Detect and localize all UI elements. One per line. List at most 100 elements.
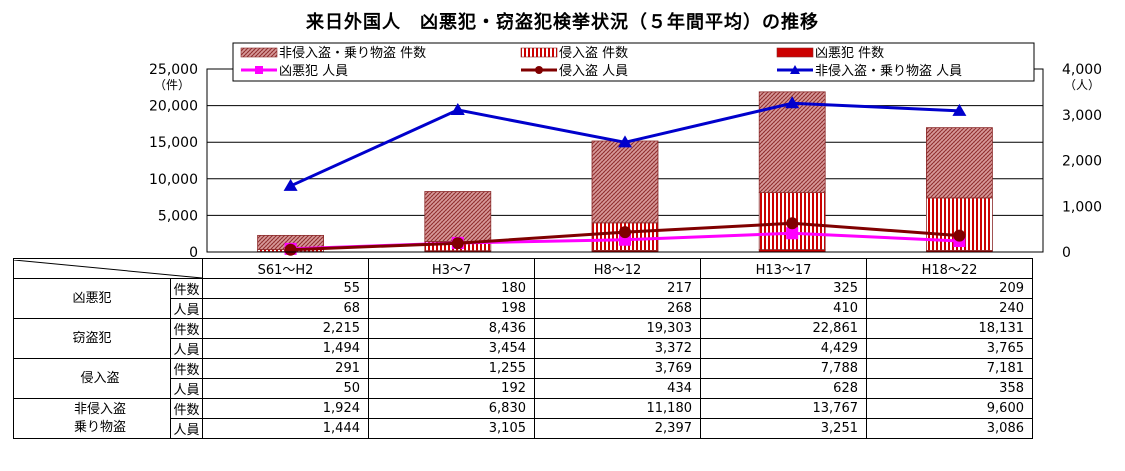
table-cell: 198 <box>368 298 535 319</box>
legend-swatch <box>776 47 814 58</box>
y-left-tick-label: 20,000 <box>149 99 198 115</box>
col-header: H3～7 <box>368 258 535 279</box>
table-cell: 3,769 <box>534 358 701 379</box>
row-sub-label: 件数 <box>170 278 203 299</box>
table-cell: 268 <box>534 298 701 319</box>
row-group-label: 侵入盗 <box>13 358 171 399</box>
y-left-tick-label: 0 <box>189 245 198 258</box>
table-cell: 7,788 <box>700 358 867 379</box>
data-point <box>283 178 298 191</box>
table-cell: 1,255 <box>368 358 535 379</box>
table-cell: 68 <box>202 298 369 319</box>
data-point <box>284 243 297 256</box>
chart: 25,000 20,000 15,000 10,000 5,000 0 （件） 4,000 3,… <box>149 42 1102 258</box>
legend-marker <box>255 66 263 74</box>
col-header: S61～H2 <box>202 258 369 279</box>
table-cell: 434 <box>534 378 701 399</box>
y-right-tick-label: 3,000 <box>1062 108 1102 124</box>
table-row: 凶悪犯 件数 55 180 217 325 209 <box>13 278 1033 319</box>
table-cell: 8,436 <box>368 318 535 339</box>
table-cell: 1,924 <box>202 398 369 419</box>
bars <box>257 91 993 253</box>
table-cell: 3,454 <box>368 338 535 359</box>
y-left-tick-label: 25,000 <box>149 62 198 78</box>
y-left-tick-label: 15,000 <box>149 135 198 151</box>
table-cell: 13,767 <box>700 398 867 419</box>
table-cell: 217 <box>534 278 701 299</box>
data-point <box>619 226 631 239</box>
legend-label: 侵入盗 人員 <box>559 63 628 79</box>
table-cell: 3,251 <box>700 418 867 439</box>
table-header-row: S61～H2 H3～7 H8～12 H13～17 H18～22 <box>13 258 1033 279</box>
y-right-tick-label: 0 <box>1062 245 1071 258</box>
legend-box <box>232 42 1035 82</box>
table-cell: 19,303 <box>534 318 701 339</box>
data-point <box>953 229 966 242</box>
legend-label: 凶悪犯 人員 <box>279 64 348 79</box>
row-sub-label: 人員 <box>170 298 203 319</box>
table-cell: 1,494 <box>202 338 369 359</box>
table-cell: 291 <box>202 358 369 379</box>
bar-segment <box>591 140 659 224</box>
table-cell: 1,444 <box>202 418 369 439</box>
row-sub-label: 件数 <box>170 358 203 379</box>
col-header: H18～22 <box>866 258 1033 279</box>
table-cell: 2,215 <box>202 318 369 339</box>
legend-label: 凶悪犯 件数 <box>815 46 884 61</box>
table-cell: 192 <box>368 378 535 399</box>
table-cell: 9,600 <box>866 398 1033 419</box>
lines <box>283 96 967 256</box>
table-cell: 325 <box>700 278 867 299</box>
data-point <box>451 237 464 250</box>
y-right-unit: （人） <box>1064 78 1100 92</box>
table-cell: 22,861 <box>700 318 867 339</box>
row-group-label: 窃盗犯 <box>13 318 171 359</box>
data-point <box>450 102 465 115</box>
col-header: H8～12 <box>534 258 701 279</box>
row-sub-label: 人員 <box>170 418 203 439</box>
table-row: 窃盗犯 件数 2,215 8,436 19,303 22,861 18,131 <box>13 318 1033 359</box>
corner-diagonal <box>14 259 202 278</box>
table-cell: 11,180 <box>534 398 701 419</box>
table-cell: 18,131 <box>866 318 1033 339</box>
y-left-unit: （件） <box>154 78 190 92</box>
row-sub-label: 人員 <box>170 378 203 399</box>
table-row: 非侵入盗 乗り物盗 件数 1,924 6,830 11,180 13,767 9,600 <box>13 398 1033 439</box>
table-corner <box>13 258 203 279</box>
table-cell: 2,397 <box>534 418 701 439</box>
table-cell: 6,830 <box>368 398 535 419</box>
row-group-label: 非侵入盗 乗り物盗 <box>13 398 171 439</box>
table-cell: 3,765 <box>866 338 1033 359</box>
data-point <box>786 227 799 240</box>
legend-marker <box>535 66 543 74</box>
legend-swatch <box>520 47 558 58</box>
table-cell: 180 <box>368 278 535 299</box>
bar-segment <box>926 127 993 199</box>
y-right-tick-label: 2,000 <box>1062 154 1102 170</box>
data-point <box>952 103 967 116</box>
table-cell: 628 <box>700 378 867 399</box>
legend-label: 非侵入盗・乗り物盗 件数 <box>279 45 426 61</box>
table-cell: 358 <box>866 378 1033 399</box>
table-cell: 3,372 <box>534 338 701 359</box>
legend-label: 非侵入盗・乗り物盗 人員 <box>815 63 962 79</box>
table-cell: 55 <box>202 278 369 299</box>
y-right-tick-label: 1,000 <box>1062 199 1102 215</box>
table-row: 人員 68 198 268 410 240 <box>14 298 1033 319</box>
table-cell: 7,181 <box>866 358 1033 379</box>
bar-segment <box>424 191 492 242</box>
col-header: H13～17 <box>700 258 867 279</box>
data-point <box>618 135 632 148</box>
chart-title: 来日外国人 凶悪犯・窃盗犯検挙状況（５年間平均）の推移 <box>306 12 819 33</box>
data-point <box>786 217 799 230</box>
table-row: 人員 1,444 3,105 2,397 3,251 3,086 <box>14 418 1033 439</box>
y-left-tick-label: 10,000 <box>149 172 198 188</box>
row-sub-label: 人員 <box>170 338 203 359</box>
legend-label: 侵入盗 件数 <box>559 45 628 61</box>
y-right-tick-label: 4,000 <box>1062 62 1102 78</box>
row-sub-label: 件数 <box>170 398 203 419</box>
legend-marker <box>790 65 800 74</box>
table-cell: 3,086 <box>866 418 1033 439</box>
data-table: S61～H2 H3～7 H8～12 H13～17 H18～22 凶悪犯 件数 55 1… <box>13 258 1033 439</box>
table-row: 侵入盗 件数 291 1,255 3,769 7,788 7,181 <box>13 358 1033 399</box>
